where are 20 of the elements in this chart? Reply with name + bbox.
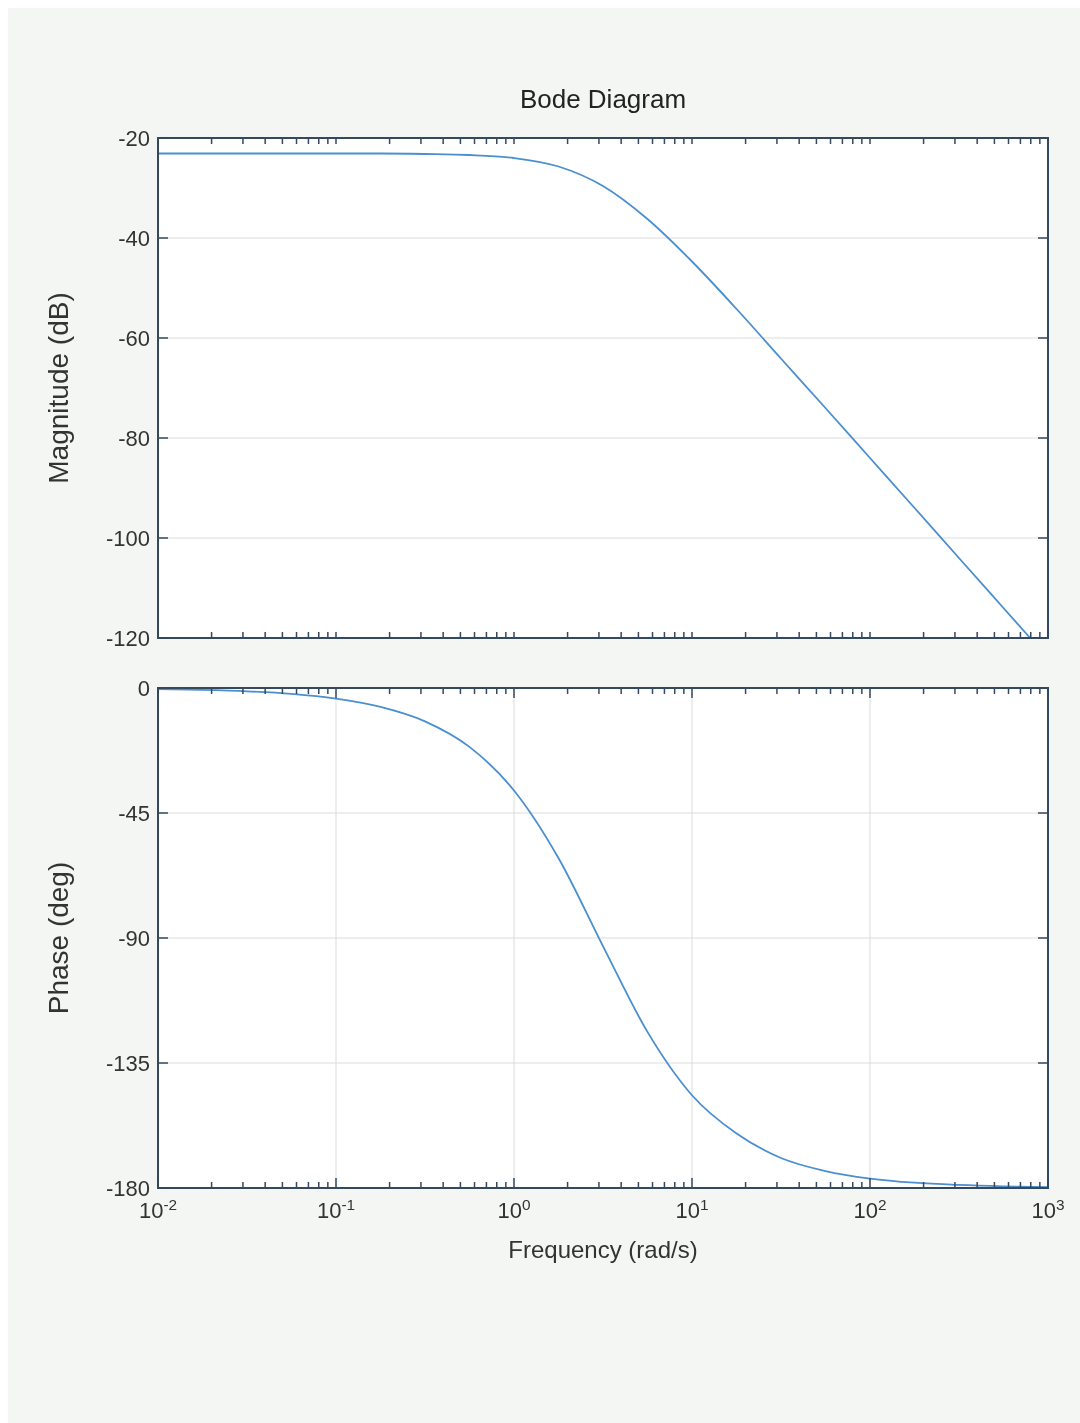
y-tick-label: -100 (105, 526, 150, 551)
x-tick-label: 10$^{1}$ (675, 1195, 709, 1223)
y-tick-label: -45 (118, 801, 150, 826)
x-tick-label: 10$^{3}$ (1031, 1195, 1065, 1223)
y-tick-label: 0 (137, 676, 150, 701)
y-tick-label: -120 (105, 626, 150, 651)
y-axis-title: Magnitude (dB) (43, 292, 74, 484)
y-tick-label: -20 (118, 126, 150, 151)
y-tick-label: -60 (118, 326, 150, 351)
x-axis-title: Frequency (rad/s) (508, 1236, 698, 1263)
y-tick-label: -80 (118, 426, 150, 451)
y-tick-label: -135 (105, 1051, 150, 1076)
x-tick-label: 10$^{2}$ (853, 1195, 887, 1223)
y-tick-label: -90 (118, 926, 150, 951)
y-axis-title: Phase (deg) (43, 861, 74, 1015)
chart-title: Bode Diagram (519, 84, 687, 114)
x-tick-label: 10$^{-1}$ (316, 1195, 356, 1223)
line-series (157, 688, 1049, 1189)
x-tick-label: 10$^{0}$ (497, 1195, 531, 1223)
y-tick-label: -40 (118, 226, 150, 251)
